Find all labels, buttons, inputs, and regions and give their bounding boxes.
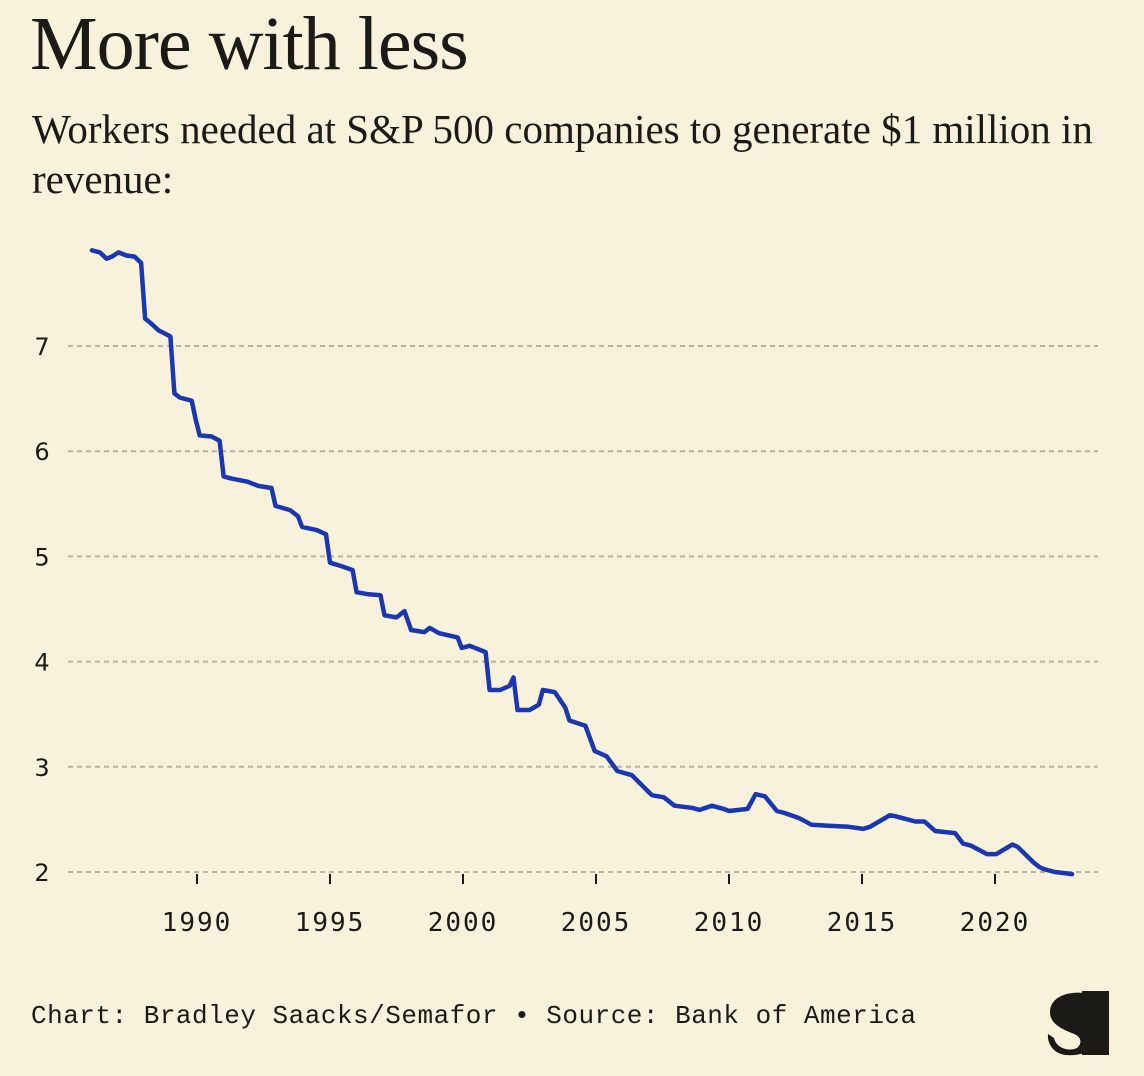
y-tick-label: 6 bbox=[34, 438, 49, 466]
x-tick-label: 2010 bbox=[694, 908, 765, 938]
x-tick-label: 2015 bbox=[827, 908, 898, 938]
y-tick-label: 3 bbox=[34, 754, 49, 782]
y-tick-label: 5 bbox=[34, 543, 49, 571]
y-tick-label: 7 bbox=[34, 333, 49, 361]
semafor-s-logo-icon bbox=[1047, 991, 1109, 1056]
series-line-workers-per-million bbox=[89, 248, 1075, 877]
y-tick-label: 4 bbox=[34, 649, 49, 677]
gridlines bbox=[68, 345, 1098, 873]
y-axis: 2 3 4 5 6 7 bbox=[34, 333, 49, 887]
chart-subtitle: Workers needed at S&P 500 companies to g… bbox=[32, 106, 1093, 202]
line-chart: 2 3 4 5 6 7 1990 1995 2000 2005 2010 2015 2020 bbox=[34, 248, 1098, 938]
x-tick-label: 2005 bbox=[561, 908, 632, 938]
chart-credit: Chart: Bradley Saacks/Semafor • Source: … bbox=[31, 1001, 917, 1031]
y-tick-label: 2 bbox=[34, 859, 49, 887]
x-tick-label: 1995 bbox=[295, 908, 366, 938]
chart-title: More with less bbox=[30, 2, 469, 86]
x-tick-label: 1990 bbox=[162, 908, 233, 938]
x-tick-label: 2000 bbox=[428, 908, 499, 938]
series-layer bbox=[89, 248, 1075, 877]
x-axis: 1990 1995 2000 2005 2010 2015 2020 bbox=[162, 874, 1031, 938]
x-tick-label: 2020 bbox=[960, 908, 1031, 938]
